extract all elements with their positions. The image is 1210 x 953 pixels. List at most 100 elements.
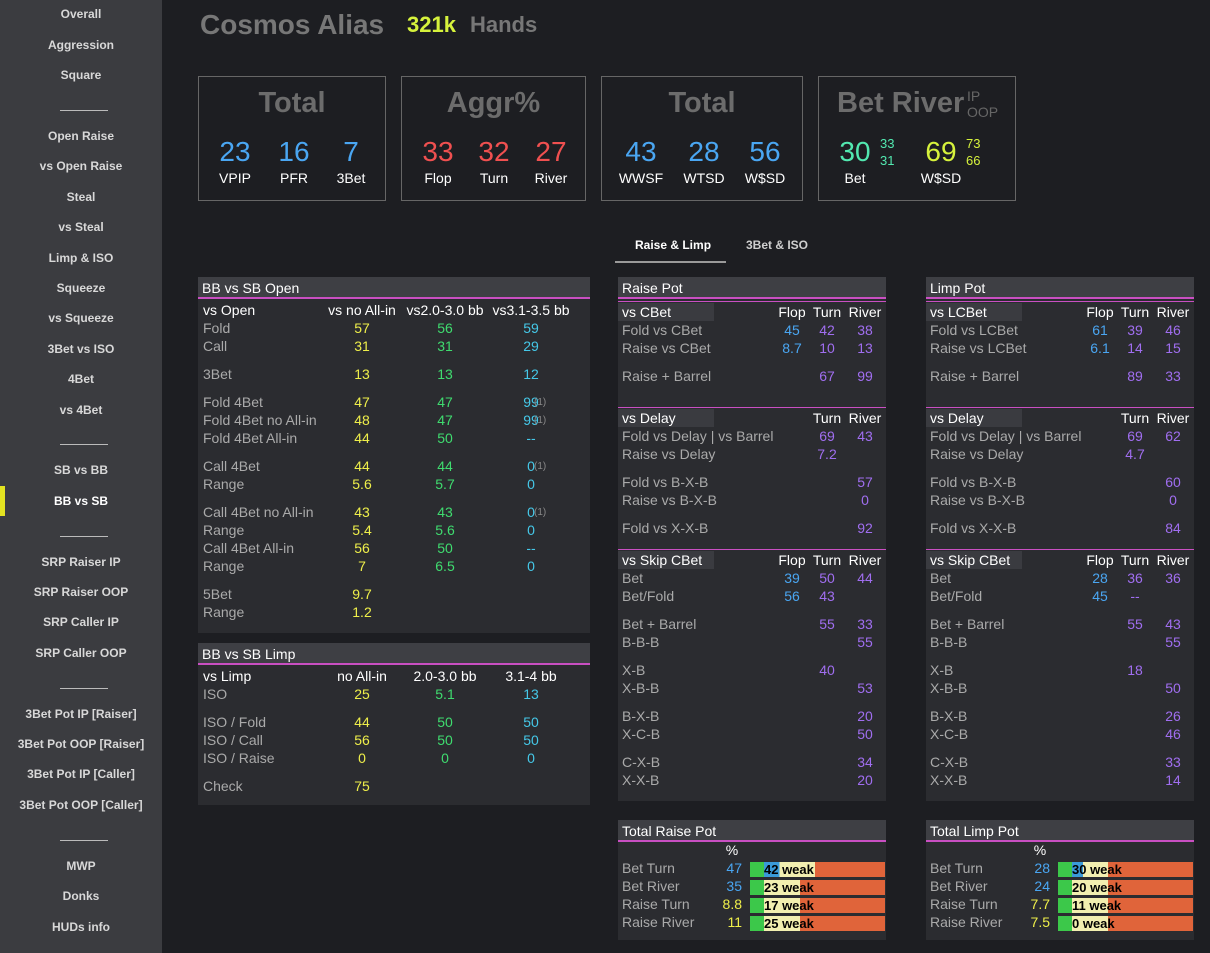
bet-river-label: Bet [844,170,866,186]
sidebar-item-sb-vs-bb[interactable]: SB vs BB [53,463,109,477]
bet-river-value: 30 [839,136,871,167]
sidebar-item-squeeze[interactable]: Squeeze [56,281,106,295]
sidebar-item-square[interactable]: Square [60,68,102,82]
stat-value: 47 [726,860,742,876]
column-header: Flop [1086,304,1114,320]
sidebar-item-open-raise[interactable]: Open Raise [47,129,115,143]
wtsd-value: 28 [688,136,720,167]
wsd-value: 56 [749,136,781,167]
aggr-river-label: River [534,170,568,186]
row-label: B-B-B [622,634,660,650]
sample-count: (1) [534,415,547,426]
stat-value: 1.2 [352,604,372,620]
stat-value: 35 [726,878,742,894]
panel-raise-pot: Raise Pot [618,277,886,801]
row-label: Fold vs Delay | vs Barrel [930,428,1082,444]
bar-segment [750,880,764,895]
row-label: Range [203,476,245,492]
weak-bar: 17 weak [750,898,885,913]
stat-value: 44 [354,714,370,730]
sidebar-item-vs-steal[interactable]: vs Steal [58,220,104,234]
stat-value: 0 [527,458,535,474]
bar-segment [1058,880,1072,895]
row-label: B-X-B [930,708,968,724]
weak-bar: 42 weak [750,862,885,877]
sidebar-item-srp-caller-ip[interactable]: SRP Caller IP [43,615,119,629]
card-bet-river: Bet River IP OOP 30 Bet 33 31 69 W$SD 73 6… [818,76,1016,201]
row-label: Fold 4Bet All-in [203,430,298,446]
sidebar-item-3bet-pot-oop-raiser[interactable]: 3Bet Pot OOP [Raiser] [17,737,145,751]
stat-value: 10 [819,340,835,356]
sidebar-item-steal[interactable]: Steal [66,190,96,204]
card-total-postflop: Total 43 WWSF 28 WTSD 56 W$SD [601,76,803,201]
stat-value: 0 [527,476,535,492]
tab-raise-limp[interactable]: Raise & Limp [635,238,712,252]
wsd-river-label: W$SD [920,170,962,186]
sidebar-item-limp-iso[interactable]: Limp & ISO [48,251,114,265]
bar-segment [1072,862,1108,877]
stat-value: 50 [819,570,835,586]
row-label: X-B [622,662,646,678]
tab-3bet-iso[interactable]: 3Bet & ISO [746,238,809,252]
stat-value: 45 [1092,588,1108,604]
bar-segment [1058,916,1072,931]
weak-label: 11 weak [1072,898,1122,913]
sidebar-item-srp-raiser-oop[interactable]: SRP Raiser OOP [33,585,129,599]
stat-value: 55 [819,616,835,632]
wsd-label: W$SD [744,170,786,186]
stat-value: 62 [1165,428,1181,444]
section-divider [618,301,886,302]
stat-value: 40 [819,662,835,678]
section-label: vs Delay [622,410,676,426]
row-label: Bet Turn [622,860,675,876]
stat-value: 13 [354,366,370,382]
sidebar-divider [60,688,108,689]
bar-segment [1072,916,1108,931]
sidebar-item-overall[interactable]: Overall [60,7,102,21]
row-label: Fold 4Bet no All-in [203,412,317,428]
bet-river-ip: 33 [880,136,895,151]
section-header-bg [926,303,1022,321]
row-label: Raise vs Delay [622,446,716,462]
sidebar-item-3bet-pot-ip-raiser[interactable]: 3Bet Pot IP [Raiser] [25,707,137,721]
3bet-value: 7 [343,136,359,167]
stat-value: 84 [1165,520,1181,536]
sidebar-item-srp-raiser-ip[interactable]: SRP Raiser IP [41,555,121,569]
row-label: Bet/Fold [622,588,675,604]
stat-value: 92 [857,520,873,536]
sidebar-item-vs-4bet[interactable]: vs 4Bet [59,403,103,417]
row-label: Bet + Barrel [622,616,697,632]
sidebar-item-aggression[interactable]: Aggression [47,38,114,52]
sidebar: Overall Aggression Square Open Raise vs … [0,0,162,953]
sidebar-item-vs-squeeze[interactable]: vs Squeeze [48,311,114,325]
sidebar-item-donks[interactable]: Donks [62,889,100,903]
sidebar-item-3bet-vs-iso[interactable]: 3Bet vs ISO [47,342,115,356]
stat-value: 7.2 [817,446,837,462]
stat-value: 47 [437,394,453,410]
hands-count: 321k [407,12,456,37]
sidebar-item-srp-caller-oop[interactable]: SRP Caller OOP [35,646,127,660]
stat-value: vs no All-in [328,302,396,318]
sidebar-item-mwp[interactable]: MWP [66,859,96,873]
row-label: Call [203,338,228,354]
stat-value: 44 [857,570,873,586]
column-header: Flop [778,552,806,568]
stat-value: 99 [523,394,539,410]
stat-value: 36 [1165,570,1181,586]
sidebar-item-bb-vs-sb[interactable]: BB vs SB [53,494,109,508]
stat-value: 0 [441,750,449,766]
column-header: River [848,552,882,568]
stat-value: 13 [857,340,873,356]
sidebar-item-huds-info[interactable]: HUDs info [52,920,110,934]
sidebar-item-4bet[interactable]: 4Bet [67,372,94,386]
stat-value: 6.5 [435,558,455,574]
sidebar-item-3bet-pot-ip-caller[interactable]: 3Bet Pot IP [Caller] [27,767,135,781]
stat-value: 0 [527,522,535,538]
stat-value: 50 [437,430,453,446]
row-label: Fold vs Delay | vs Barrel [622,428,774,444]
column-header: Turn [1120,304,1150,320]
bar-segment [750,916,764,931]
sidebar-item-vs-open-raise[interactable]: vs Open Raise [39,159,123,173]
sidebar-item-3bet-pot-oop-caller[interactable]: 3Bet Pot OOP [Caller] [19,798,143,812]
stat-value: 39 [1127,322,1143,338]
